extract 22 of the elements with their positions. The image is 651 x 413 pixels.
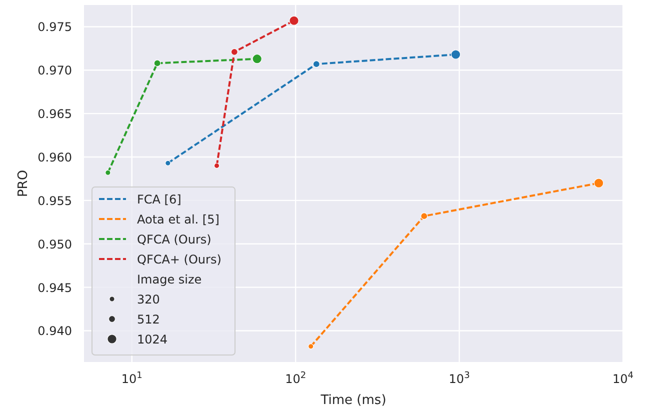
y-tick-label: 0.975 [38, 20, 72, 34]
y-tick-label: 0.970 [38, 64, 72, 78]
y-tick-label: 0.950 [38, 237, 72, 252]
y-tick-label: 0.940 [38, 324, 72, 338]
legend-label: 320 [137, 292, 160, 306]
x-tick-label: 10$^{4}$ [612, 371, 634, 386]
x-axis-title: Time (ms) [320, 393, 386, 408]
legend-label: FCA [6] [137, 192, 182, 206]
legend-label: Aota et al. [5] [137, 212, 220, 226]
y-tick-label: 0.945 [38, 280, 72, 295]
y-axis-title: PRO [16, 170, 31, 198]
legend-label: 1024 [137, 332, 168, 346]
x-tick-label: 10$^{3}$ [448, 371, 470, 386]
legend-label: QFCA (Ours) [137, 232, 212, 246]
legend-label: 512 [137, 312, 160, 326]
y-tick-label: 0.965 [38, 107, 72, 122]
x-tick-label: 10$^{2}$ [285, 371, 306, 386]
y-tick-label: 0.955 [38, 194, 72, 208]
legend-title: Image size [137, 272, 202, 286]
legend-label: QFCA+ (Ours) [137, 252, 222, 266]
x-tick-label: 10$^{1}$ [121, 371, 142, 386]
y-tick-label: 0.960 [38, 150, 72, 165]
